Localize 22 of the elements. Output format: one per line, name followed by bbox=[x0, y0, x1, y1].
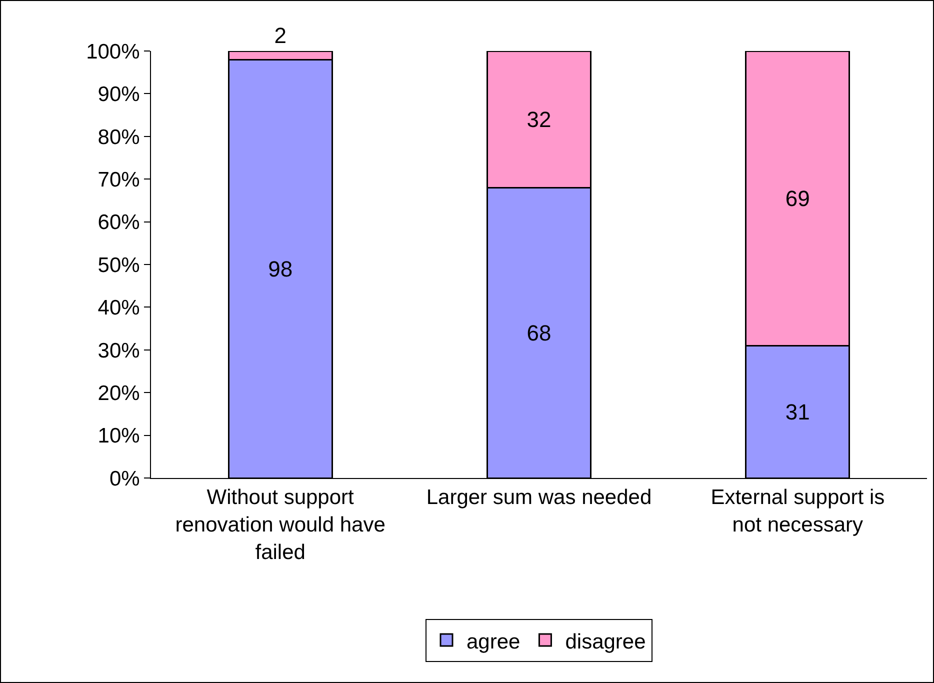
x-tick-label: Larger sum was needed bbox=[426, 486, 652, 510]
data-label: 31 bbox=[785, 399, 810, 424]
y-tick-label: 20% bbox=[98, 382, 140, 405]
y-tick-label: 90% bbox=[98, 83, 140, 106]
y-tick-label: 30% bbox=[98, 339, 140, 362]
data-label: 68 bbox=[526, 320, 552, 346]
y-tick-label: 0% bbox=[109, 467, 140, 490]
y-tick-label: 40% bbox=[98, 296, 140, 320]
y-tick-label: 70% bbox=[98, 168, 140, 192]
y-tick-label: 60% bbox=[98, 211, 140, 234]
data-label: 98 bbox=[268, 256, 293, 282]
legend-label: agree bbox=[466, 630, 520, 654]
y-tick-label: 50% bbox=[98, 254, 140, 277]
data-label: 69 bbox=[785, 186, 810, 211]
x-tick-label: External support is not necessary bbox=[710, 486, 885, 536]
y-tick-label: 100% bbox=[86, 40, 140, 64]
y-tick-label: 80% bbox=[98, 126, 140, 149]
data-label: 2 bbox=[274, 23, 286, 48]
data-label: 32 bbox=[526, 106, 552, 132]
y-tick-label: 10% bbox=[98, 424, 140, 448]
legend-label: disagree bbox=[565, 630, 646, 654]
x-tick-label: Without support renovation would have failed bbox=[175, 486, 386, 564]
